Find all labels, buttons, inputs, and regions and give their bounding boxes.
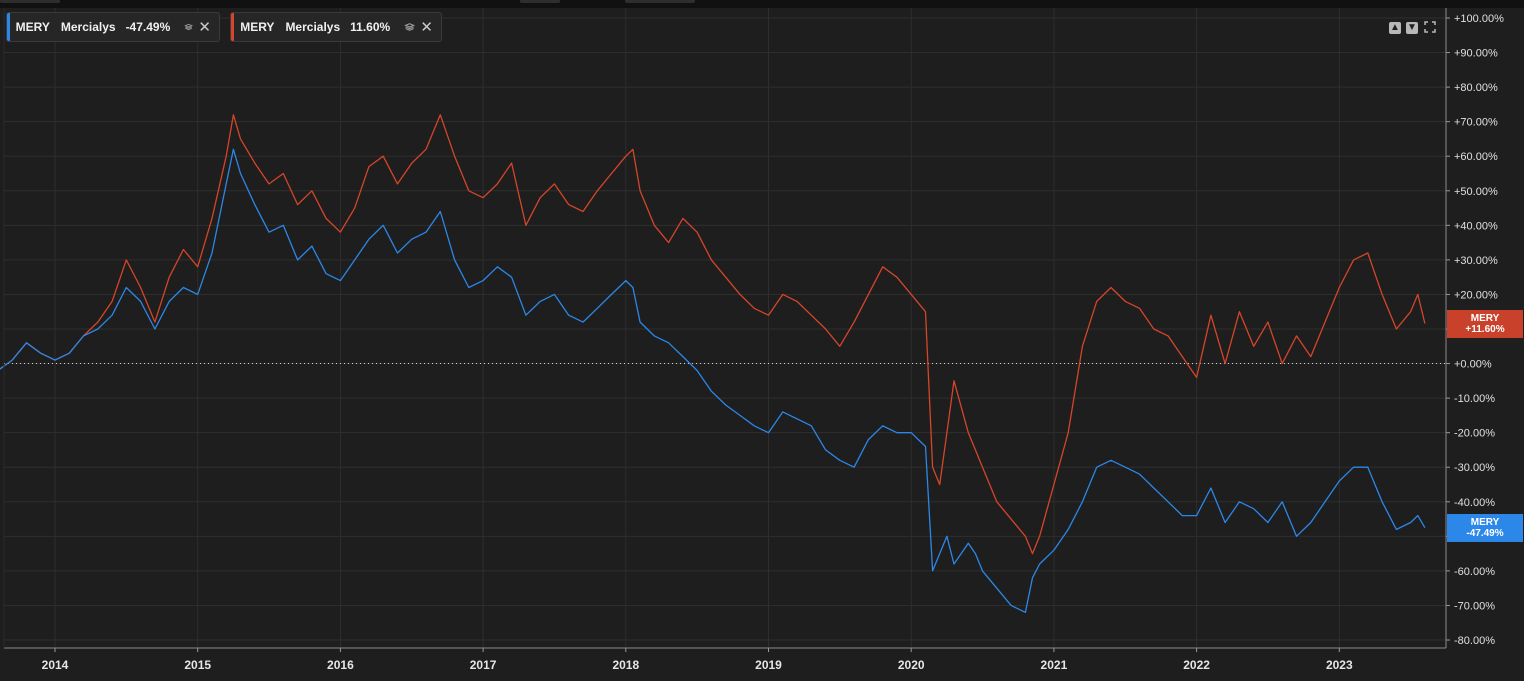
xtick-label: 2022 <box>1183 658 1210 672</box>
ytick-label: +90.00% <box>1454 48 1498 60</box>
xtick-label: 2017 <box>470 658 497 672</box>
ytick-label: +70.00% <box>1454 117 1498 129</box>
series-line-red <box>0 114 1426 555</box>
legend-item-blue[interactable]: MERY Mercialys -47.49% ✕ <box>6 12 220 42</box>
xtick-label: 2015 <box>184 658 211 672</box>
price-tag-blue: MERY -47.49% <box>1447 514 1523 542</box>
legend-item-red[interactable]: MERY Mercialys 11.60% ✕ <box>230 12 442 42</box>
xtick-label: 2020 <box>898 658 925 672</box>
series-lines <box>0 114 1426 614</box>
legend-performance: -47.49% <box>125 20 171 34</box>
legend-ticker: MERY <box>15 20 50 34</box>
price-tag-ticker: MERY <box>1470 313 1500 324</box>
legend-swatch <box>231 13 235 41</box>
price-tag-value: +11.60% <box>1465 324 1505 335</box>
ytick-label: +80.00% <box>1454 82 1498 94</box>
series-line-blue <box>0 148 1426 614</box>
xtick-label: 2018 <box>612 658 639 672</box>
top-toolbar <box>0 0 1524 8</box>
xtick-label: 2014 <box>42 658 69 672</box>
legend-performance: 11.60% <box>350 20 391 34</box>
ytick-label: +30.00% <box>1454 255 1498 267</box>
stack-icon[interactable] <box>404 20 416 34</box>
toolbar-segment <box>0 0 60 3</box>
legend-swatch <box>7 13 10 41</box>
close-icon[interactable]: ✕ <box>198 18 211 36</box>
price-tag-ticker: MERY <box>1470 517 1500 528</box>
legend-name: Mercialys <box>60 20 116 34</box>
expand-icon[interactable] <box>1424 21 1436 33</box>
ytick-label: +0.00% <box>1454 359 1492 371</box>
gridlines <box>4 8 1446 648</box>
legend-ticker: MERY <box>240 20 275 34</box>
axes: +100.00% +90.00% +80.00% +70.00% +60.00% +50.… <box>3 8 1504 672</box>
stack-icon[interactable] <box>184 20 194 34</box>
close-icon[interactable]: ✕ <box>420 18 433 36</box>
price-tag-value: -47.49% <box>1466 528 1504 539</box>
ytick-label: -30.00% <box>1454 462 1495 474</box>
ytick-label: +50.00% <box>1454 186 1498 198</box>
ytick-label: -70.00% <box>1454 600 1495 612</box>
ytick-label: -10.00% <box>1454 393 1495 405</box>
xtick-label: 2019 <box>755 658 782 672</box>
ytick-label: +60.00% <box>1454 151 1498 163</box>
ytick-label: +40.00% <box>1454 220 1498 232</box>
toolbar-segment <box>625 0 695 3</box>
price-tag-red: MERY +11.60% <box>1447 310 1523 338</box>
arrow-down-icon[interactable]: ▼ <box>1406 22 1418 34</box>
ytick-label: -60.00% <box>1454 566 1495 578</box>
toolbar-segment <box>520 0 560 3</box>
ytick-label: +20.00% <box>1454 289 1498 301</box>
ytick-label: +100.00% <box>1454 13 1504 25</box>
xtick-label: 2021 <box>1041 658 1068 672</box>
ytick-label: -80.00% <box>1454 635 1495 647</box>
xtick-label: 2023 <box>1326 658 1353 672</box>
ytick-label: -20.00% <box>1454 428 1495 440</box>
xtick-label: 2016 <box>327 658 354 672</box>
legend-name: Mercialys <box>285 20 341 34</box>
arrow-up-icon[interactable]: ▲ <box>1389 22 1401 34</box>
ytick-label: -40.00% <box>1454 497 1495 509</box>
